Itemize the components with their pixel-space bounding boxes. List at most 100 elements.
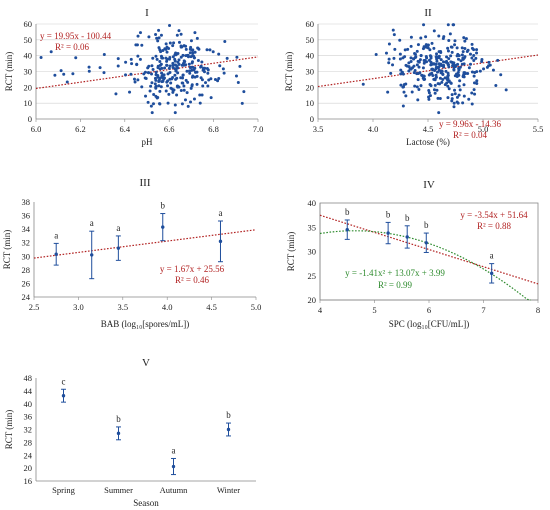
y-tick-label: 30 <box>308 247 317 257</box>
y-axis-label: RCT (min) <box>284 52 294 92</box>
scatter-point <box>196 46 200 50</box>
scatter-point <box>401 56 405 60</box>
scatter-point <box>452 61 456 65</box>
scatter-point <box>470 70 474 74</box>
scatter-point <box>171 44 175 48</box>
scatter-point <box>149 104 153 108</box>
scatter-point <box>418 71 422 75</box>
scatter-point <box>168 71 172 75</box>
data-point <box>405 235 409 239</box>
x-tick-label: 3.5 <box>313 124 324 134</box>
scatter-point <box>164 89 168 93</box>
scatter-point <box>499 73 503 77</box>
scatter-point <box>171 75 175 79</box>
scatter-point <box>180 102 184 106</box>
scatter-point <box>49 50 53 54</box>
scatter-point <box>143 76 147 80</box>
scatter-point <box>453 88 457 92</box>
scatter-point <box>183 60 187 64</box>
scatter-point <box>172 88 176 92</box>
scatter-point <box>407 61 411 65</box>
scatter-point <box>190 84 194 88</box>
scatter-point <box>435 52 439 56</box>
scatter-point <box>199 64 203 68</box>
scatter-point <box>415 85 419 89</box>
scatter-point <box>439 69 443 73</box>
scatter-point <box>480 57 484 61</box>
scatter-point <box>402 90 406 94</box>
panel-II: II 0 10 20 30 40 50 60 3.5 4.0 4.5 5.0 5.5 Lactose (%… <box>284 7 543 147</box>
scatter-point <box>240 101 244 105</box>
data-point <box>61 394 66 398</box>
scatter-point <box>209 77 213 81</box>
scatter-point <box>494 83 498 87</box>
scatter-point <box>136 34 140 38</box>
scatter-point <box>144 94 148 98</box>
scatter-point <box>434 73 438 77</box>
x-tick-label: 6.6 <box>164 124 175 134</box>
y-tick-label: 48 <box>24 373 33 383</box>
scatter-point <box>392 33 396 37</box>
scatter-point <box>181 73 185 77</box>
scatter-point <box>457 84 461 88</box>
scatter-point <box>156 74 160 78</box>
scatter-point <box>166 101 170 105</box>
scatter-point <box>171 55 175 59</box>
scatter-point <box>151 68 155 72</box>
scatter-point <box>186 53 190 57</box>
scatter-point <box>174 77 178 81</box>
scatter-point <box>195 70 199 74</box>
scatter-point <box>186 80 190 84</box>
scatter-point <box>413 52 417 56</box>
scatter-point <box>200 93 204 97</box>
scatter-point <box>446 49 450 53</box>
scatter-point <box>436 70 440 74</box>
scatter-point <box>437 50 441 54</box>
scatter-point <box>427 58 431 62</box>
scatter-point <box>404 94 408 98</box>
scatter-point <box>389 71 393 75</box>
scatter-point <box>173 73 177 77</box>
scatter-point <box>163 66 167 70</box>
scatter-point <box>416 98 420 102</box>
y-tick-label: 30 <box>306 67 315 77</box>
scatter-point <box>429 84 433 88</box>
scatter-point <box>184 78 188 82</box>
scatter-point <box>157 36 161 40</box>
scatter-point <box>472 53 476 57</box>
scatter-point <box>467 66 471 70</box>
scatter-point <box>438 96 442 100</box>
scatter-point <box>463 47 467 51</box>
panel-III: III 24 26 28 30 32 34 36 38 2.5 3.0 3.5 4.0 4.5 5.0 BAB… <box>2 177 261 329</box>
scatter-point <box>496 58 500 62</box>
scatter-point <box>402 83 406 87</box>
scatter-point <box>472 58 476 62</box>
x-tick-label: 5.0 <box>478 124 489 134</box>
scatter-point <box>177 40 181 44</box>
scatter-point <box>189 86 193 90</box>
scatter-point <box>213 77 217 81</box>
scatter-point <box>428 94 432 98</box>
scatter-point <box>452 101 456 105</box>
scatter-point <box>179 89 183 93</box>
equation-label: y = 1.67x + 25.56 <box>160 264 225 274</box>
scatter-point <box>456 101 460 105</box>
scatter-point <box>74 56 78 60</box>
scatter-point <box>153 82 157 86</box>
x-tick-label: 8 <box>536 305 540 315</box>
scatter-point <box>202 70 206 74</box>
scatter-point <box>460 46 464 50</box>
scatter-point <box>462 62 466 66</box>
data-point <box>226 427 231 432</box>
scatter-point <box>150 64 154 68</box>
scatter-point <box>225 56 229 60</box>
scatter-point <box>62 72 66 76</box>
x-tick-label: 7.0 <box>253 124 264 134</box>
scatter-point <box>191 74 195 78</box>
scatter-point <box>467 97 471 101</box>
y-tick-label: 25 <box>308 271 317 281</box>
scatter-point <box>412 71 416 75</box>
scatter-point <box>238 64 242 68</box>
scatter-point <box>432 88 436 92</box>
x-tick-label: 4 <box>318 305 323 315</box>
